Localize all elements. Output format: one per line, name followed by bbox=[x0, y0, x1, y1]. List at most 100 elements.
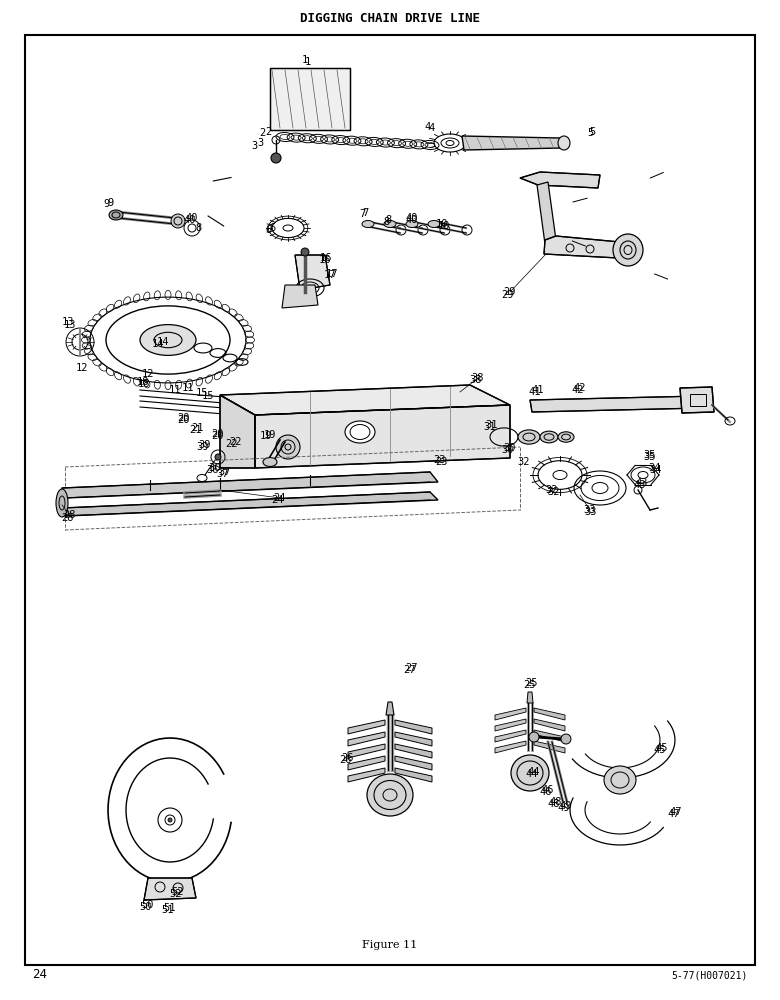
Polygon shape bbox=[495, 708, 526, 720]
Text: 5-77(H007021): 5-77(H007021) bbox=[672, 970, 748, 980]
Polygon shape bbox=[537, 182, 556, 244]
Polygon shape bbox=[544, 236, 620, 258]
Circle shape bbox=[271, 153, 281, 163]
Text: 15: 15 bbox=[196, 388, 208, 398]
Text: 37: 37 bbox=[217, 469, 229, 479]
Text: 32: 32 bbox=[518, 457, 530, 467]
Polygon shape bbox=[520, 172, 600, 188]
Ellipse shape bbox=[140, 325, 196, 355]
Text: DIGGING CHAIN DRIVE LINE: DIGGING CHAIN DRIVE LINE bbox=[300, 11, 480, 24]
Polygon shape bbox=[495, 741, 526, 753]
Text: 22: 22 bbox=[229, 437, 241, 447]
Text: 8: 8 bbox=[195, 223, 201, 233]
Ellipse shape bbox=[558, 432, 574, 442]
Text: 24: 24 bbox=[274, 493, 286, 503]
Text: 45: 45 bbox=[654, 745, 666, 755]
Ellipse shape bbox=[109, 210, 123, 220]
Text: 8: 8 bbox=[385, 215, 391, 225]
Polygon shape bbox=[348, 744, 385, 758]
Text: 35: 35 bbox=[644, 450, 656, 460]
Circle shape bbox=[276, 435, 300, 459]
Text: 45: 45 bbox=[656, 743, 668, 753]
Circle shape bbox=[561, 734, 571, 744]
Text: 40: 40 bbox=[406, 213, 418, 223]
Text: 50: 50 bbox=[142, 900, 154, 910]
Text: 30: 30 bbox=[502, 445, 514, 455]
Text: 42: 42 bbox=[574, 383, 587, 393]
Text: 39: 39 bbox=[197, 442, 209, 452]
Text: 27: 27 bbox=[406, 663, 418, 673]
Text: 27: 27 bbox=[404, 665, 417, 675]
Text: 50: 50 bbox=[140, 902, 152, 912]
Text: 5: 5 bbox=[589, 127, 595, 137]
Text: 38: 38 bbox=[472, 373, 484, 383]
Polygon shape bbox=[62, 472, 438, 498]
Text: 1: 1 bbox=[302, 55, 308, 65]
Text: 4: 4 bbox=[425, 122, 431, 132]
Text: 52: 52 bbox=[172, 887, 184, 897]
Text: 2: 2 bbox=[259, 128, 265, 138]
Text: 22: 22 bbox=[225, 439, 238, 449]
Text: 23: 23 bbox=[436, 457, 448, 467]
Text: 40: 40 bbox=[186, 213, 198, 223]
Text: 10: 10 bbox=[436, 219, 448, 229]
Polygon shape bbox=[348, 720, 385, 734]
Text: 14: 14 bbox=[152, 339, 165, 349]
Text: 21: 21 bbox=[190, 425, 202, 435]
Text: 8: 8 bbox=[384, 217, 390, 227]
Text: 7: 7 bbox=[359, 209, 365, 219]
Text: 36: 36 bbox=[209, 463, 222, 473]
Text: 13: 13 bbox=[64, 320, 76, 330]
Text: 18: 18 bbox=[136, 377, 149, 387]
Text: 9: 9 bbox=[103, 199, 109, 209]
Text: 20: 20 bbox=[177, 413, 190, 423]
Text: 32: 32 bbox=[546, 485, 558, 495]
Text: 31: 31 bbox=[484, 422, 496, 432]
Text: 2: 2 bbox=[265, 127, 271, 137]
Text: 1: 1 bbox=[305, 57, 311, 67]
Text: 5: 5 bbox=[587, 128, 593, 138]
Text: 39: 39 bbox=[199, 440, 211, 450]
Text: 14: 14 bbox=[157, 337, 169, 347]
Text: 44: 44 bbox=[526, 769, 538, 779]
Text: 25: 25 bbox=[526, 678, 538, 688]
Polygon shape bbox=[462, 136, 562, 150]
Polygon shape bbox=[348, 756, 385, 770]
Text: 52: 52 bbox=[170, 889, 183, 899]
Text: 51: 51 bbox=[164, 903, 176, 913]
Ellipse shape bbox=[540, 431, 558, 443]
Ellipse shape bbox=[604, 766, 636, 794]
Polygon shape bbox=[534, 730, 565, 742]
Polygon shape bbox=[395, 720, 432, 734]
Polygon shape bbox=[534, 719, 565, 731]
Text: 6: 6 bbox=[269, 223, 275, 233]
Text: 36: 36 bbox=[207, 465, 219, 475]
Text: 19: 19 bbox=[260, 431, 272, 441]
Text: 19: 19 bbox=[264, 430, 276, 440]
Text: 49: 49 bbox=[560, 801, 573, 811]
Text: 25: 25 bbox=[523, 680, 537, 690]
Text: 3: 3 bbox=[257, 138, 263, 148]
Ellipse shape bbox=[511, 755, 549, 791]
Polygon shape bbox=[527, 692, 533, 703]
Polygon shape bbox=[282, 285, 318, 308]
Ellipse shape bbox=[384, 221, 396, 228]
Polygon shape bbox=[395, 732, 432, 746]
Ellipse shape bbox=[558, 136, 570, 150]
Text: 43: 43 bbox=[636, 478, 648, 488]
Circle shape bbox=[215, 454, 221, 460]
Text: 35: 35 bbox=[644, 452, 656, 462]
Text: 48: 48 bbox=[548, 799, 560, 809]
Polygon shape bbox=[386, 702, 394, 715]
Text: 47: 47 bbox=[668, 809, 680, 819]
Ellipse shape bbox=[367, 774, 413, 816]
Text: 20: 20 bbox=[211, 431, 225, 441]
Text: 21: 21 bbox=[192, 423, 204, 433]
Polygon shape bbox=[395, 768, 432, 782]
Text: 40: 40 bbox=[406, 215, 418, 225]
Text: 12: 12 bbox=[76, 363, 88, 373]
Text: 51: 51 bbox=[161, 905, 174, 915]
Text: 26: 26 bbox=[340, 755, 353, 765]
Text: 11: 11 bbox=[182, 383, 194, 393]
Text: 6: 6 bbox=[265, 225, 271, 235]
